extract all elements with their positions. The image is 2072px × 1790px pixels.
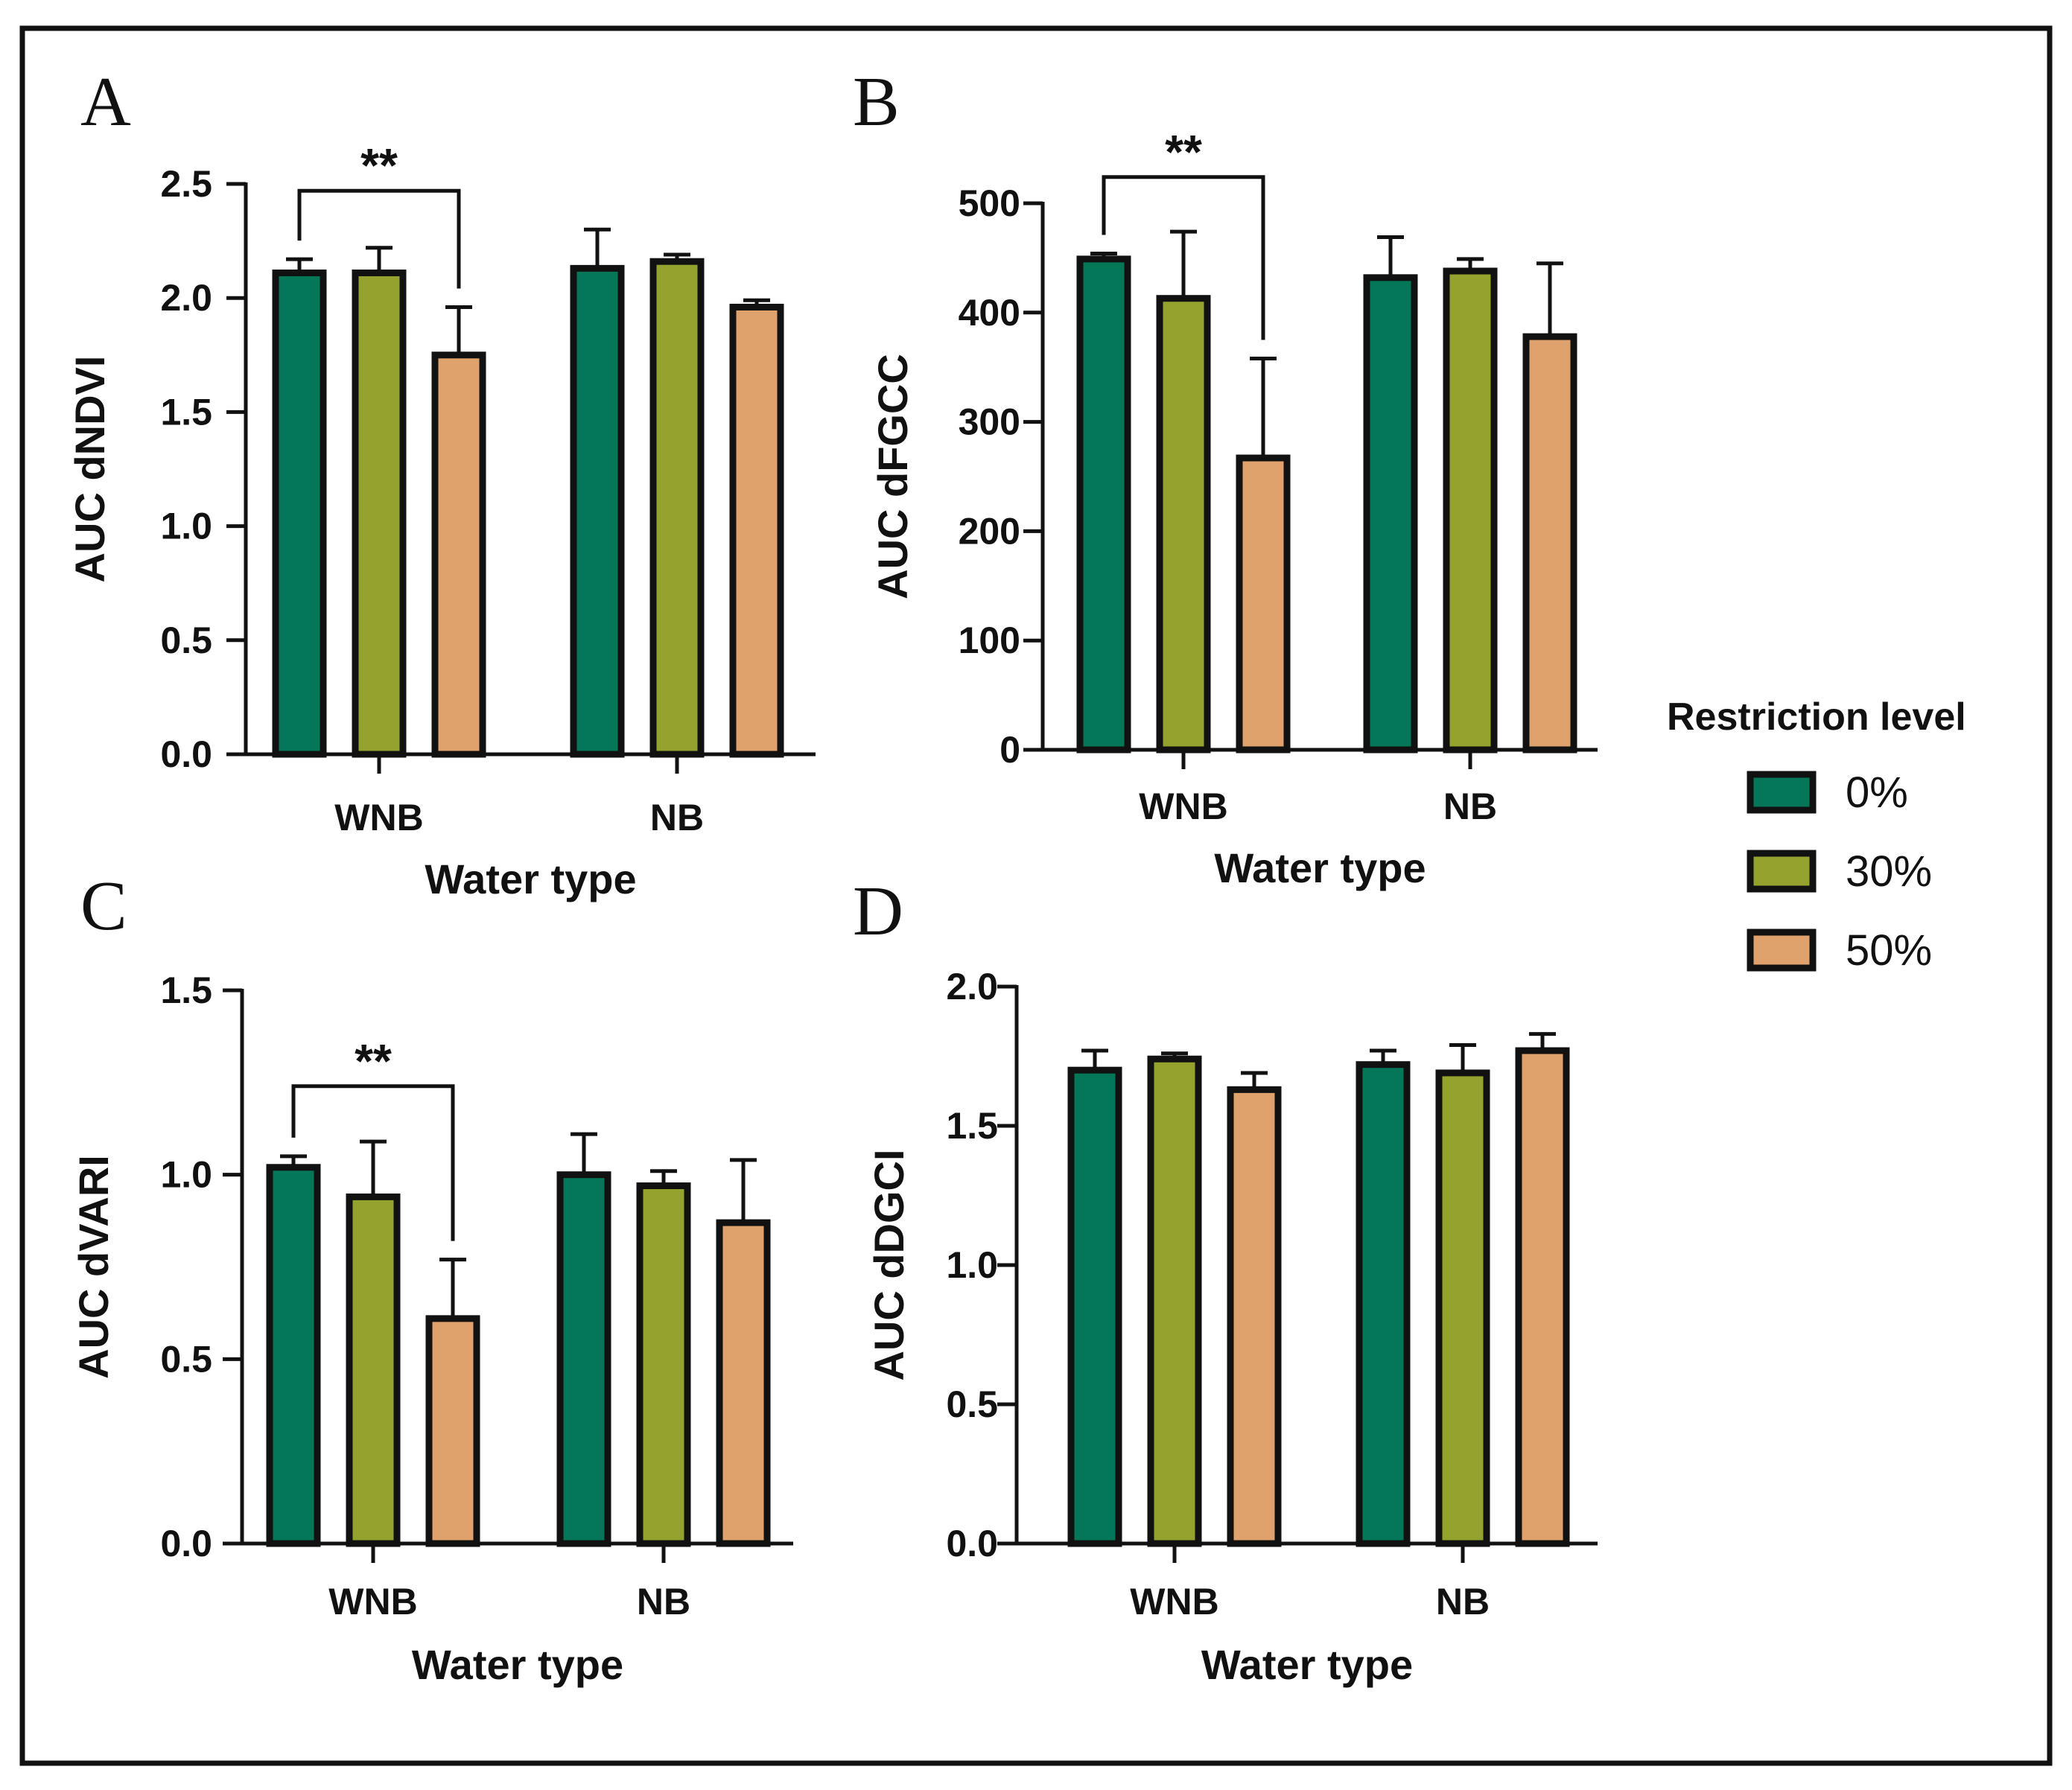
bar-nb-0pct xyxy=(1363,274,1418,754)
y-tick-label: 0.0 xyxy=(160,1523,212,1564)
x-axis-title: Water type xyxy=(1214,844,1426,891)
panel-letter: D xyxy=(853,873,903,950)
legend-title: Restriction level xyxy=(1667,695,1966,739)
y-tick-label: 200 xyxy=(959,510,1020,552)
bar-nb-30pct xyxy=(1435,1069,1490,1547)
bar-wnb-50pct xyxy=(431,351,486,758)
y-tick-label: 1.0 xyxy=(946,1244,998,1286)
panel-d: D 0.0 0.5 1.0 1.5 2.0 WNB NB Water type AUC dDGCI xyxy=(853,873,1598,1688)
x-tick-label: WNB xyxy=(1139,786,1227,827)
y-tick-label: 300 xyxy=(959,401,1020,443)
panels: A 0.0 0.5 1.0 1.5 2.0 2.5 WNB NB Water type AUC dN… xyxy=(66,63,1598,1688)
bar-nb-50pct xyxy=(1515,1047,1570,1547)
y-tick-label: 0 xyxy=(1000,729,1020,771)
y-tick-label: 0.5 xyxy=(160,1338,212,1380)
x-tick-label: WNB xyxy=(334,797,423,838)
bar-wnb-50pct xyxy=(1227,1086,1282,1547)
bar-nb-30pct xyxy=(649,258,705,758)
x-axis-title: Water type xyxy=(1201,1641,1413,1688)
y-axis-title: AUC dDGCI xyxy=(865,1149,912,1380)
bar-wnb-30pct xyxy=(352,269,407,758)
panel-a: A 0.0 0.5 1.0 1.5 2.0 2.5 WNB NB Water type AUC dN… xyxy=(66,63,816,902)
significance-bracket xyxy=(291,1084,455,1241)
y-tick-label: 1.5 xyxy=(160,391,212,433)
y-tick-label: 1.0 xyxy=(160,506,212,547)
y-tick-label: 1.5 xyxy=(160,969,212,1011)
panel-b: B 0 100 200 300 400 500 WNB NB Water type AUC dFGC… xyxy=(853,63,1598,891)
legend-swatch xyxy=(1747,850,1817,893)
legend-label: 30% xyxy=(1846,847,1932,896)
legend-swatch xyxy=(1747,929,1817,972)
bar-wnb-50pct xyxy=(1236,454,1291,754)
y-axis-title: AUC dNDVI xyxy=(66,356,113,583)
y-tick-label: 0.0 xyxy=(946,1523,998,1564)
y-tick-label: 1.0 xyxy=(160,1154,212,1196)
y-axis-title: AUC dVARI xyxy=(70,1155,117,1379)
y-tick-label: 0.0 xyxy=(160,733,212,775)
bar-nb-50pct xyxy=(716,1219,771,1547)
x-tick-label: NB xyxy=(650,797,704,838)
bar-wnb-0pct xyxy=(1067,1066,1122,1547)
x-tick-label: WNB xyxy=(1130,1581,1218,1622)
y-tick-label: 2.5 xyxy=(160,163,212,205)
bar-nb-30pct xyxy=(636,1182,691,1547)
significance-label: ** xyxy=(1165,125,1202,179)
x-tick-label: NB xyxy=(1436,1581,1490,1622)
y-axis-title: AUC dFGCC xyxy=(869,354,916,599)
legend-label: 50% xyxy=(1846,926,1932,975)
y-tick-label: 500 xyxy=(959,182,1020,224)
y-tick-label: 2.0 xyxy=(946,966,998,1007)
y-tick-label: 100 xyxy=(959,620,1020,661)
bar-wnb-30pct xyxy=(1147,1055,1202,1547)
bar-nb-50pct xyxy=(729,303,784,758)
x-tick-label: WNB xyxy=(328,1581,417,1622)
significance-bracket xyxy=(297,188,461,289)
bar-nb-0pct xyxy=(556,1171,611,1547)
x-tick-label: NB xyxy=(1443,786,1497,827)
legend: Restriction level 0% 30% 50% xyxy=(1667,695,1966,975)
bar-wnb-30pct xyxy=(346,1193,401,1547)
x-axis-title: Water type xyxy=(412,1641,623,1688)
panel-letter: A xyxy=(80,63,131,141)
y-tick-label: 400 xyxy=(959,292,1020,334)
y-tick-label: 0.5 xyxy=(946,1383,998,1425)
bar-wnb-30pct xyxy=(1156,295,1211,754)
bar-nb-0pct xyxy=(570,264,625,758)
panel-c: C 0.0 0.5 1.0 1.5 WNB NB Water type AUC dVARI ** xyxy=(70,867,793,1688)
bar-nb-30pct xyxy=(1443,267,1498,754)
bar-wnb-0pct xyxy=(272,269,327,758)
significance-bracket xyxy=(1102,175,1265,340)
significance-label: ** xyxy=(355,1034,392,1088)
y-tick-label: 1.5 xyxy=(946,1105,998,1147)
bar-wnb-50pct xyxy=(425,1315,480,1547)
y-tick-label: 2.0 xyxy=(160,277,212,319)
bar-wnb-0pct xyxy=(266,1164,321,1547)
y-tick-label: 0.5 xyxy=(160,620,212,661)
legend-label: 0% xyxy=(1846,768,1908,817)
significance-label: ** xyxy=(360,138,398,192)
panel-letter: C xyxy=(80,867,127,945)
bar-nb-50pct xyxy=(1522,333,1577,754)
bar-wnb-0pct xyxy=(1076,255,1131,754)
legend-swatch xyxy=(1747,771,1817,814)
panel-letter: B xyxy=(853,63,900,141)
x-tick-label: NB xyxy=(637,1581,690,1622)
x-axis-title: Water type xyxy=(425,856,636,902)
bar-nb-0pct xyxy=(1356,1061,1411,1547)
